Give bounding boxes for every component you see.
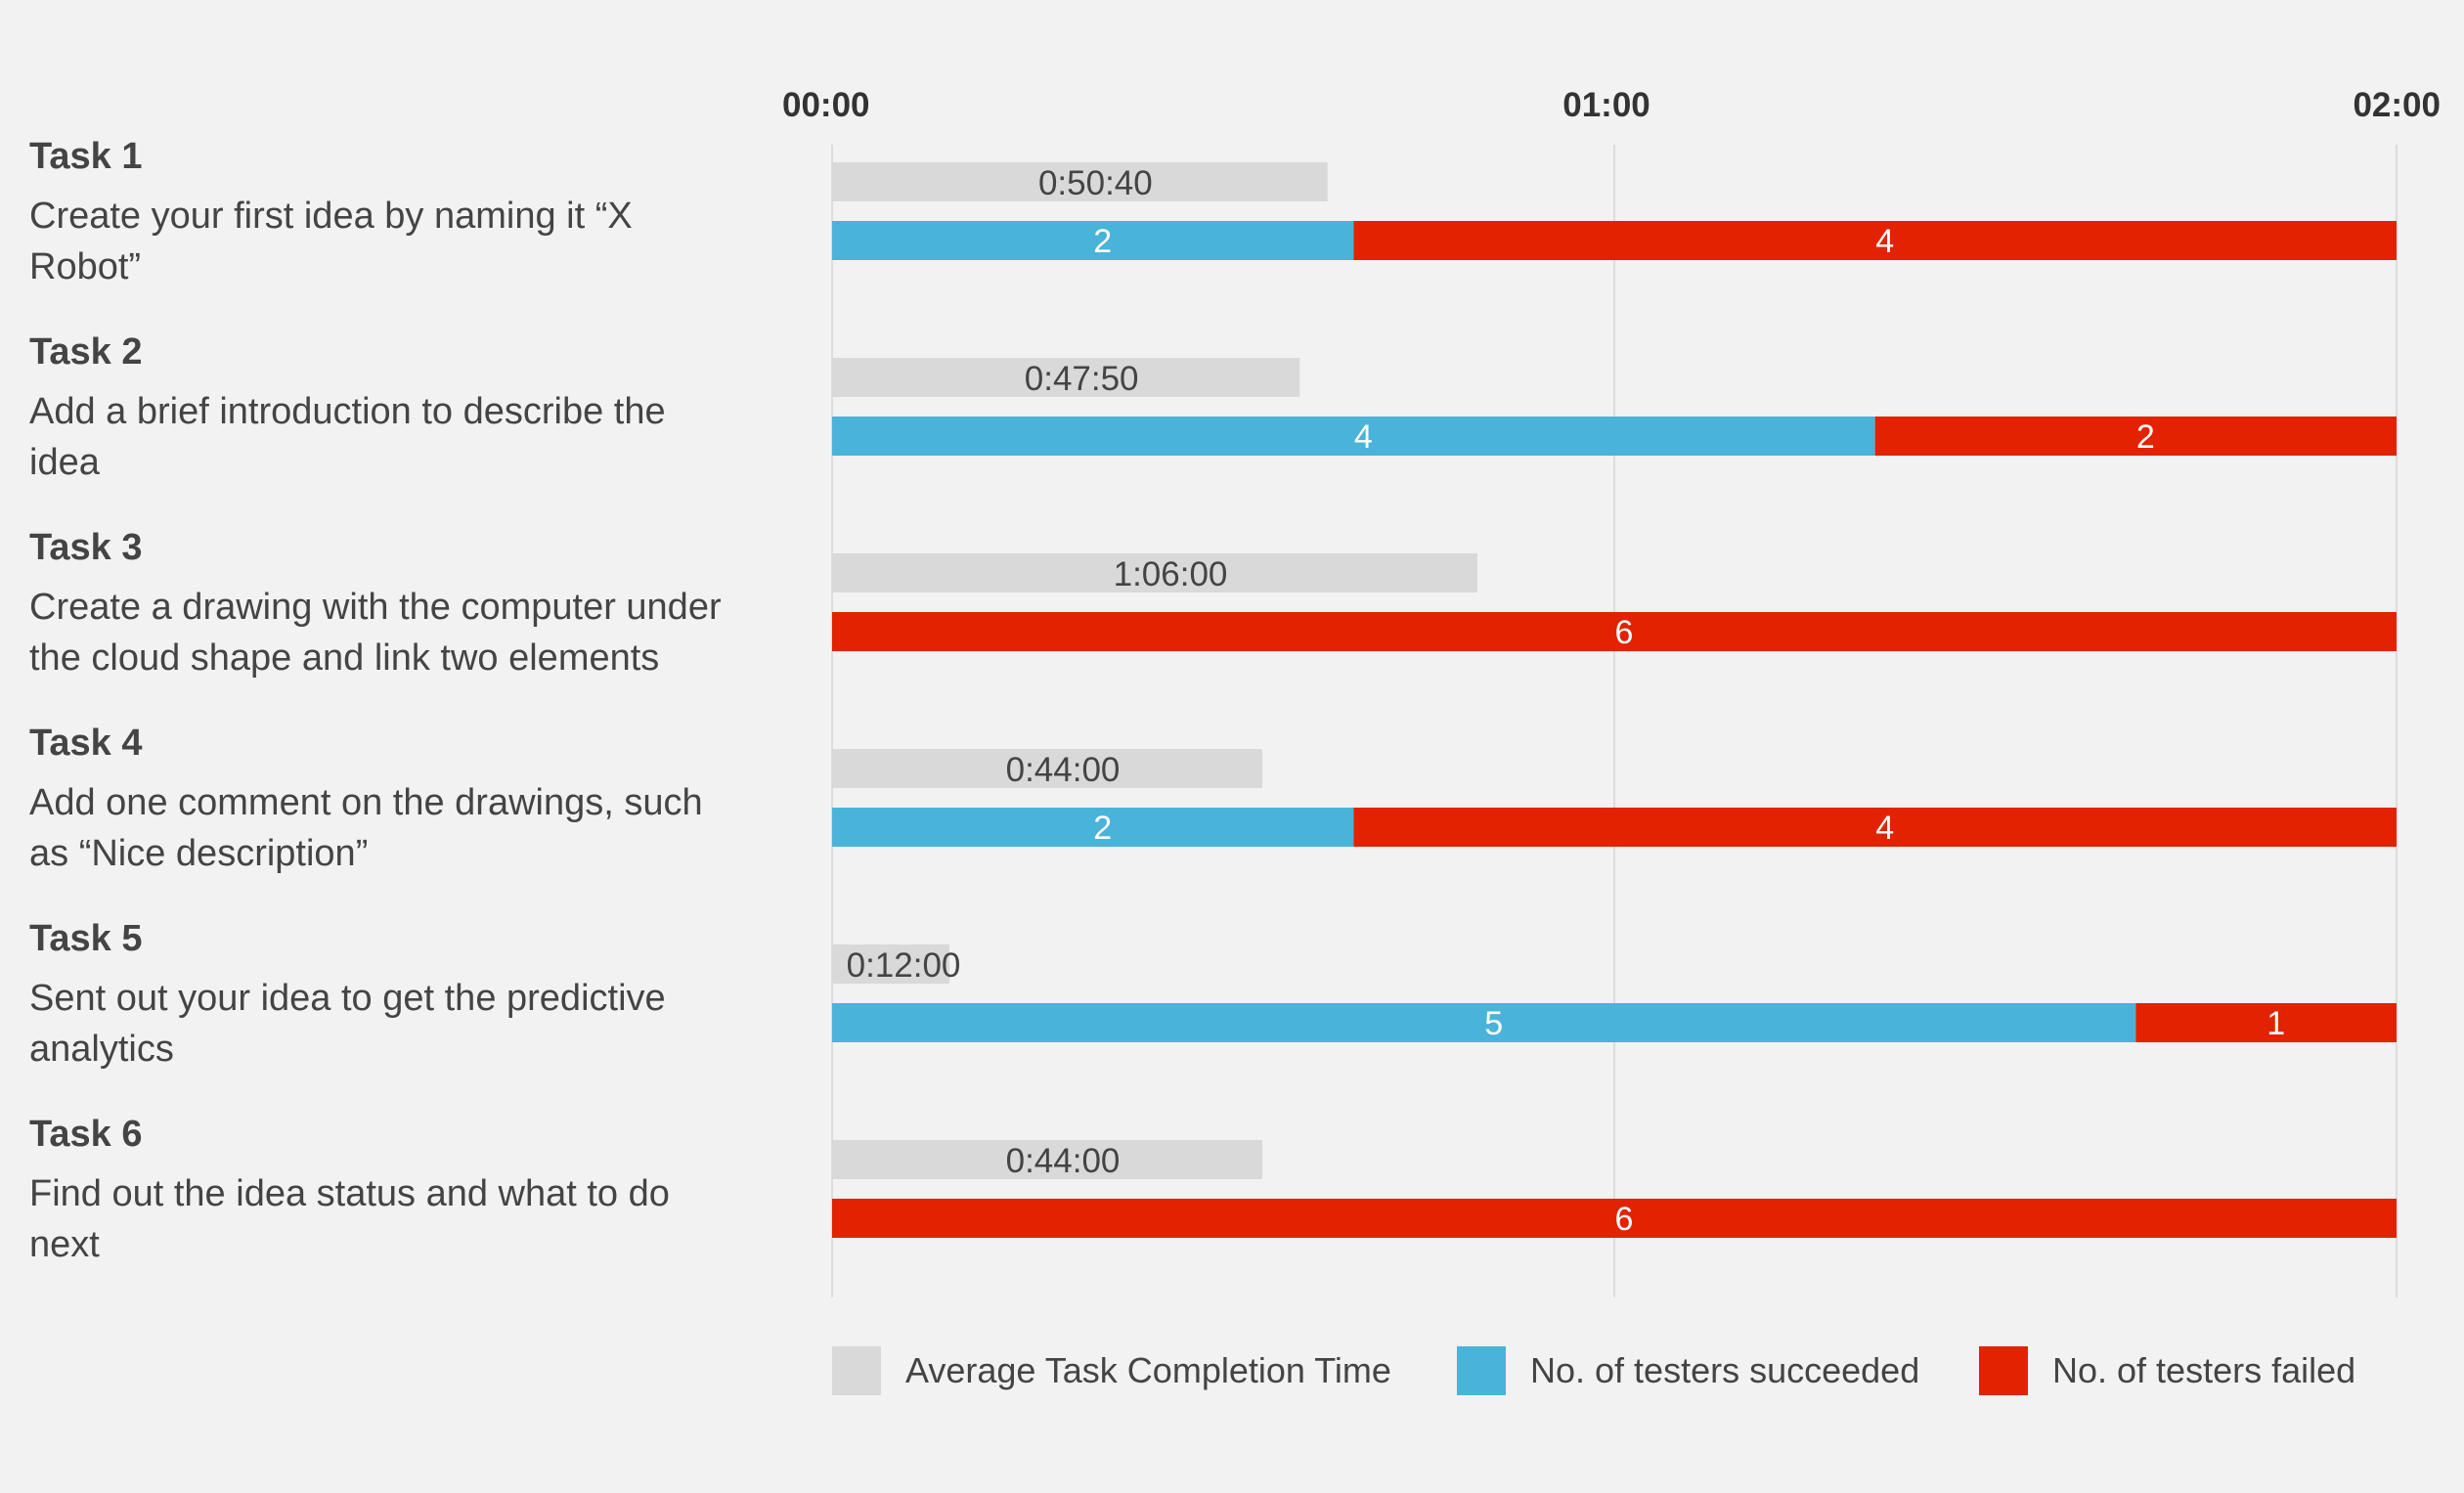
succeeded-bar xyxy=(832,221,1354,260)
avg-time-label: 0:12:00 xyxy=(847,946,961,985)
task-title: Task 2 xyxy=(29,331,142,373)
x-axis-ticks: 00:00 01:00 02:00 xyxy=(782,86,2441,124)
task-description: Robot” xyxy=(29,246,141,287)
task-description: next xyxy=(29,1224,100,1265)
avg-time-bar xyxy=(832,162,1328,201)
task-title: Task 5 xyxy=(29,918,142,959)
legend-swatch xyxy=(1457,1346,1506,1395)
legend: Average Task Completion Time No. of teste… xyxy=(832,1346,2355,1395)
legend-swatch xyxy=(1979,1346,2028,1395)
bars: 0:50:40 2 4 0:47:50 4 2 1:06:00 6 0:44:00 2 4 0:12:… xyxy=(832,162,2397,1238)
task-title: Task 3 xyxy=(29,527,142,568)
avg-time-label: 0:50:40 xyxy=(1038,164,1153,202)
succeeded-count-label: 4 xyxy=(1354,418,1373,456)
legend-label: No. of testers succeeded xyxy=(1530,1350,1919,1390)
legend-swatch xyxy=(832,1346,881,1395)
succeeded-bar xyxy=(832,417,1875,456)
task-title: Task 4 xyxy=(29,723,142,764)
avg-time-label: 0:44:00 xyxy=(1006,1142,1121,1180)
failed-count-label: 1 xyxy=(2266,1005,2285,1042)
task-description: the cloud shape and link two elements xyxy=(29,637,659,679)
task-description: Add one comment on the drawings, such xyxy=(29,782,703,823)
task-description: as “Nice description” xyxy=(29,833,368,874)
succeeded-count-label: 2 xyxy=(1093,810,1112,847)
failed-count-label: 6 xyxy=(1615,614,1634,651)
failed-count-label: 4 xyxy=(1875,810,1894,847)
legend-label: No. of testers failed xyxy=(2052,1350,2355,1390)
avg-time-bar xyxy=(832,553,1477,593)
task-labels: Task 1 Create your first idea by naming i… xyxy=(29,136,722,1265)
succeeded-bar xyxy=(832,808,1354,847)
failed-count-label: 6 xyxy=(1615,1201,1634,1238)
succeeded-bar xyxy=(832,1003,2136,1042)
succeeded-count-label: 2 xyxy=(1093,223,1112,260)
failed-bar xyxy=(832,1199,2397,1238)
task-description: idea xyxy=(29,442,101,483)
avg-time-label: 1:06:00 xyxy=(1114,555,1228,593)
gridlines xyxy=(831,145,2398,1297)
succeeded-count-label: 5 xyxy=(1484,1005,1503,1042)
failed-count-label: 4 xyxy=(1875,223,1894,260)
task-description: Create your first idea by naming it “X xyxy=(29,196,633,237)
avg-time-bar xyxy=(832,944,949,984)
avg-time-label: 0:44:00 xyxy=(1006,751,1121,789)
task-title: Task 6 xyxy=(29,1114,142,1155)
x-tick-label: 01:00 xyxy=(1562,86,1650,124)
avg-time-bar xyxy=(832,358,1300,397)
task-description: Find out the idea status and what to do xyxy=(29,1173,670,1214)
x-tick-label: 02:00 xyxy=(2353,86,2441,124)
failed-bar xyxy=(2135,1003,2397,1042)
failed-bar xyxy=(1353,221,2397,260)
task-description: analytics xyxy=(29,1029,174,1070)
failed-count-label: 2 xyxy=(2136,418,2155,456)
task-description: Create a drawing with the computer under xyxy=(29,587,722,628)
task-title: Task 1 xyxy=(29,136,142,177)
avg-time-bar xyxy=(832,1140,1262,1179)
task-description: Add a brief introduction to describe the xyxy=(29,391,666,432)
avg-time-bar xyxy=(832,749,1262,788)
avg-time-label: 0:47:50 xyxy=(1025,360,1139,398)
failed-bar xyxy=(1353,808,2397,847)
legend-label: Average Task Completion Time xyxy=(905,1350,1391,1390)
task-description: Sent out your idea to get the predictive xyxy=(29,978,666,1019)
x-tick-label: 00:00 xyxy=(782,86,870,124)
failed-bar xyxy=(1874,417,2397,456)
failed-bar xyxy=(832,612,2397,651)
